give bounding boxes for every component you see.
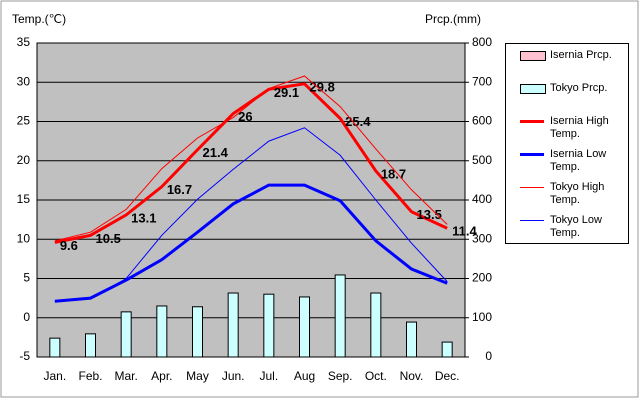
y2-tick-label: 400 — [472, 192, 492, 206]
x-tick-label: Oct. — [365, 369, 387, 383]
y2-tick-label: 200 — [472, 271, 492, 285]
x-tick-label: Dec. — [435, 369, 460, 383]
bar — [156, 305, 168, 358]
bar — [299, 296, 310, 358]
x-tick-label: May — [186, 369, 209, 383]
data-label: 26 — [238, 109, 252, 124]
legend-label: Isernia Low Temp. — [550, 148, 607, 173]
bar — [406, 321, 417, 358]
bar — [85, 333, 96, 358]
x-tick-label: Nov. — [400, 369, 424, 383]
legend-swatch — [520, 219, 544, 221]
x-tick-label: Feb. — [78, 369, 102, 383]
data-label: 29.1 — [274, 85, 299, 100]
y-axis-label: Temp.(℃) — [12, 12, 66, 26]
x-tick-label: Jul. — [259, 369, 278, 383]
bar — [334, 274, 346, 358]
y-tick-label: -5 — [19, 349, 30, 363]
data-label: 9.6 — [60, 238, 78, 253]
y2-tick-label: 300 — [472, 231, 492, 245]
y-tick-label: 35 — [17, 35, 31, 49]
x-tick-label: Jan. — [43, 369, 66, 383]
bar — [120, 311, 132, 358]
line — [54, 183, 448, 303]
y-tick-label: 0 — [23, 310, 30, 324]
y2-tick-label: 600 — [472, 114, 492, 128]
y2-tick-label: 700 — [472, 74, 492, 88]
line — [54, 82, 448, 244]
y2-tick-label: 0 — [485, 349, 492, 363]
y2-tick-label: 500 — [472, 153, 492, 167]
y-tick-label: 5 — [23, 271, 30, 285]
bar — [49, 337, 61, 358]
data-label: 13.1 — [131, 210, 156, 225]
x-tick-label: Jun. — [222, 369, 245, 383]
data-label: 21.4 — [203, 145, 229, 160]
y-tick-label: 10 — [17, 231, 31, 245]
x-tick-label: Aug — [294, 369, 315, 383]
data-label: 25.4 — [345, 114, 371, 129]
legend-swatch — [520, 51, 546, 61]
y2-axis-label: Prcp.(mm) — [425, 12, 481, 26]
x-tick-label: Sep. — [328, 369, 353, 383]
bar — [192, 306, 203, 358]
legend-label: Tokyo High Temp. — [550, 181, 605, 206]
legend: Isernia Prcp. Tokyo Prcp. Isernia High Tem… — [505, 43, 629, 244]
line — [54, 75, 448, 242]
legend-label: Tokyo Low Temp. — [550, 214, 602, 239]
legend-swatch — [520, 119, 544, 123]
y2-tick-label: 800 — [472, 35, 492, 49]
bar — [227, 292, 239, 358]
y-tick-label: 30 — [17, 74, 31, 88]
legend-swatch — [520, 84, 546, 94]
x-tick-label: Apr. — [151, 369, 172, 383]
bar — [263, 293, 275, 358]
y-tick-label: 20 — [17, 153, 31, 167]
data-label: 18.7 — [381, 166, 406, 181]
bar — [441, 341, 453, 358]
line — [54, 127, 448, 302]
data-label: 16.7 — [167, 182, 192, 197]
bar — [370, 292, 382, 358]
data-label: 29.8 — [310, 79, 335, 94]
y2-tick-label: 100 — [472, 310, 492, 324]
x-tick-label: Mar. — [114, 369, 137, 383]
legend-swatch — [520, 186, 544, 188]
legend-label: Tokyo Prcp. — [550, 82, 608, 94]
data-label: 11.4 — [452, 224, 477, 239]
data-label: 10.5 — [96, 231, 121, 246]
data-label: 13.5 — [417, 207, 442, 222]
y-tick-label: 15 — [17, 192, 31, 206]
legend-label: Isernia High Temp. — [550, 115, 609, 140]
legend-swatch — [520, 152, 544, 156]
y-tick-label: 25 — [17, 114, 31, 128]
legend-label: Isernia Prcp. — [550, 49, 612, 61]
